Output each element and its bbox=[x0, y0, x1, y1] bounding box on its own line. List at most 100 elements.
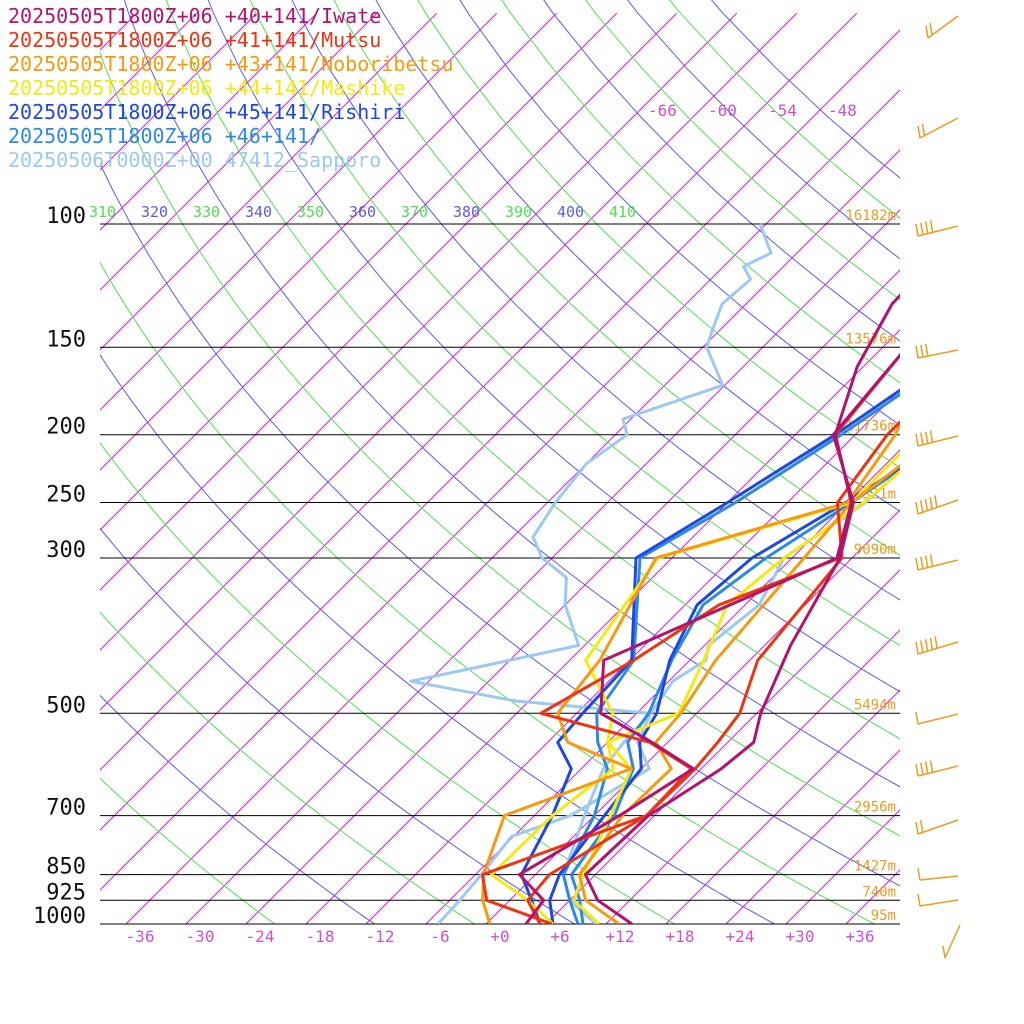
theta-label: 400 bbox=[557, 203, 584, 221]
pressure-tick-label: 850 bbox=[46, 855, 86, 880]
wind-barb-flag bbox=[920, 222, 924, 235]
wind-barb-flag bbox=[920, 556, 924, 569]
wind-barb-flag bbox=[919, 500, 924, 513]
temperature-profile-line bbox=[480, 420, 900, 924]
pressure-tick-label: 925 bbox=[46, 880, 86, 905]
height-label: 2956m bbox=[854, 800, 896, 816]
height-label: 16182m bbox=[845, 208, 896, 224]
dry-adiabat-line bbox=[417, 0, 900, 469]
isotherm-line bbox=[100, 89, 900, 891]
theta-label: 390 bbox=[505, 203, 532, 221]
wind-barb-flag bbox=[924, 221, 929, 234]
wind-barb bbox=[919, 875, 959, 881]
dry-adiabat-line bbox=[627, 0, 900, 260]
dry-adiabat-line bbox=[100, 527, 576, 924]
isotherm-line bbox=[725, 749, 900, 924]
wind-barb-flag bbox=[917, 893, 921, 907]
pressure-tick-label: 300 bbox=[46, 538, 86, 563]
isotherm-line bbox=[100, 12, 678, 591]
wind-barb bbox=[917, 499, 959, 515]
theta-label: 350 bbox=[297, 203, 324, 221]
isotherm-line bbox=[485, 509, 900, 924]
dry-adiabat-line bbox=[668, 0, 900, 219]
height-label: 9090m bbox=[854, 542, 896, 558]
dry-adiabat-line bbox=[100, 777, 276, 924]
dewpoint-profile-line bbox=[489, 451, 900, 924]
isotherm-line bbox=[305, 329, 900, 924]
wind-barb-flag bbox=[920, 640, 924, 653]
temperature-profile-line bbox=[583, 352, 900, 924]
legend-entry: 20250506T0000Z+00 47412_Sapporo bbox=[8, 148, 382, 172]
wind-barb-flag bbox=[915, 821, 919, 835]
theta-label: 410 bbox=[609, 203, 636, 221]
wind-barb-column bbox=[915, 15, 961, 959]
isotherm-line bbox=[245, 269, 900, 924]
temperature-tick-label: -24 bbox=[246, 927, 275, 946]
isotherm-line bbox=[100, 12, 558, 471]
isotherm-top-label: -48 bbox=[828, 101, 857, 120]
dry-adiabat-line bbox=[100, 51, 900, 837]
isotherm-line bbox=[665, 689, 900, 924]
wind-barb bbox=[927, 15, 959, 39]
temperature-tick-label: +24 bbox=[726, 927, 755, 946]
dry-adiabat-line bbox=[100, 261, 876, 924]
dry-adiabat-line bbox=[249, 0, 900, 646]
wind-barb bbox=[917, 349, 959, 359]
temperature-tick-label: +0 bbox=[490, 927, 509, 946]
wind-barb-flag bbox=[915, 763, 919, 777]
legend: 20250505T1800Z+06 +40+141/Iwate 20250505T… bbox=[8, 4, 454, 172]
dry-adiabat-line bbox=[123, 0, 900, 788]
wind-barb-flag bbox=[934, 636, 938, 649]
wind-barb-flag bbox=[915, 223, 919, 237]
wind-barb bbox=[919, 117, 959, 139]
wind-barb-flag bbox=[925, 25, 929, 39]
pressure-tick-label: 150 bbox=[46, 327, 86, 352]
pressure-tick-label: 100 bbox=[46, 204, 86, 229]
dry-adiabat-line bbox=[100, 354, 776, 924]
wind-barb-flag bbox=[920, 762, 924, 775]
dry-adiabat-line bbox=[100, 694, 376, 924]
height-label: 13576m bbox=[845, 331, 896, 347]
temperature-profile-line bbox=[569, 467, 900, 924]
pressure-tick-label: 200 bbox=[46, 415, 86, 440]
temperature-tick-label: -36 bbox=[126, 927, 155, 946]
dry-adiabat-line bbox=[333, 0, 900, 556]
wind-barb bbox=[917, 641, 959, 655]
isotherm-line bbox=[605, 629, 900, 924]
isotherm-line bbox=[100, 12, 738, 651]
height-label: 5494m bbox=[854, 697, 896, 713]
wind-barb-flag bbox=[917, 867, 921, 881]
dry-adiabat-line bbox=[207, 0, 900, 693]
isotherm-line bbox=[100, 12, 438, 351]
wind-barb-flag bbox=[919, 820, 924, 833]
wind-barb-flag bbox=[920, 432, 924, 445]
wind-barb-flag bbox=[924, 555, 929, 568]
temperature-tick-label: -6 bbox=[430, 927, 449, 946]
temperature-tick-label: -12 bbox=[366, 927, 395, 946]
wind-barb bbox=[917, 225, 959, 237]
temperature-tick-label: +12 bbox=[606, 927, 635, 946]
legend-entry: 20250505T1800Z+06 +41+141/Mutsu bbox=[8, 28, 382, 52]
theta-label: 360 bbox=[349, 203, 376, 221]
isotherm-top-label: -54 bbox=[768, 101, 797, 120]
wind-barb bbox=[944, 924, 961, 959]
isotherm-line bbox=[906, 13, 1024, 924]
wind-barb-flag bbox=[942, 945, 946, 959]
legend-entry: 20250505T1800Z+06 +46+141/ bbox=[8, 124, 322, 148]
temperature-tick-label: -30 bbox=[186, 927, 215, 946]
wind-barb bbox=[917, 819, 959, 835]
temperature-tick-label: +36 bbox=[846, 927, 875, 946]
wind-barb-flag bbox=[915, 641, 919, 655]
pressure-tick-label: 700 bbox=[46, 796, 86, 821]
isotherm-line bbox=[425, 449, 900, 924]
theta-label: 380 bbox=[453, 203, 480, 221]
dry-adiabat-line bbox=[291, 0, 900, 601]
wind-barb-flag bbox=[929, 760, 934, 773]
temperature-tick-label: +18 bbox=[666, 927, 695, 946]
isotherm-line bbox=[365, 389, 900, 924]
wind-barb-flag bbox=[915, 557, 919, 571]
pressure-tick-label: 250 bbox=[46, 483, 86, 508]
wind-barb bbox=[917, 765, 959, 777]
isotherm-line bbox=[100, 12, 618, 531]
